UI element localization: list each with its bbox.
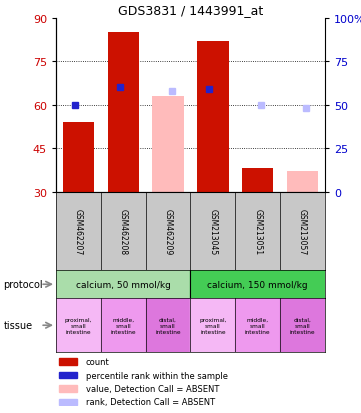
Text: GSM213051: GSM213051 bbox=[253, 208, 262, 254]
Text: percentile rank within the sample: percentile rank within the sample bbox=[86, 370, 227, 380]
Bar bbox=[287, 172, 318, 192]
Bar bbox=[56, 271, 191, 299]
Text: tissue: tissue bbox=[4, 320, 33, 330]
Text: value, Detection Call = ABSENT: value, Detection Call = ABSENT bbox=[86, 384, 219, 393]
Text: proximal,
small
intestine: proximal, small intestine bbox=[199, 317, 227, 334]
Text: calcium, 150 mmol/kg: calcium, 150 mmol/kg bbox=[207, 280, 308, 289]
Text: calcium, 50 mmol/kg: calcium, 50 mmol/kg bbox=[76, 280, 171, 289]
Bar bbox=[58, 372, 78, 378]
Text: proximal,
small
intestine: proximal, small intestine bbox=[65, 317, 92, 334]
Bar bbox=[63, 123, 94, 192]
Title: GDS3831 / 1443991_at: GDS3831 / 1443991_at bbox=[118, 5, 263, 17]
Bar bbox=[58, 385, 78, 392]
Bar bbox=[191, 299, 235, 352]
Bar bbox=[191, 271, 325, 299]
Bar bbox=[242, 169, 273, 192]
Bar bbox=[145, 299, 191, 352]
Text: distal,
small
intestine: distal, small intestine bbox=[290, 317, 315, 334]
Text: rank, Detection Call = ABSENT: rank, Detection Call = ABSENT bbox=[86, 397, 215, 406]
Text: distal,
small
intestine: distal, small intestine bbox=[155, 317, 181, 334]
Bar bbox=[108, 33, 139, 192]
Text: count: count bbox=[86, 357, 109, 366]
Text: GSM462209: GSM462209 bbox=[164, 208, 173, 254]
Bar bbox=[235, 299, 280, 352]
Text: GSM213045: GSM213045 bbox=[208, 208, 217, 254]
Bar bbox=[58, 399, 78, 405]
Text: GSM213057: GSM213057 bbox=[298, 208, 307, 254]
Text: GSM462207: GSM462207 bbox=[74, 208, 83, 254]
Bar bbox=[58, 358, 78, 365]
Text: middle,
small
intestine: middle, small intestine bbox=[245, 317, 270, 334]
Text: GSM462208: GSM462208 bbox=[119, 208, 128, 254]
Bar bbox=[152, 97, 184, 192]
Bar bbox=[280, 299, 325, 352]
Text: middle,
small
intestine: middle, small intestine bbox=[110, 317, 136, 334]
Bar bbox=[101, 299, 145, 352]
Text: protocol: protocol bbox=[4, 280, 43, 290]
Bar bbox=[56, 299, 101, 352]
Bar bbox=[197, 42, 229, 192]
